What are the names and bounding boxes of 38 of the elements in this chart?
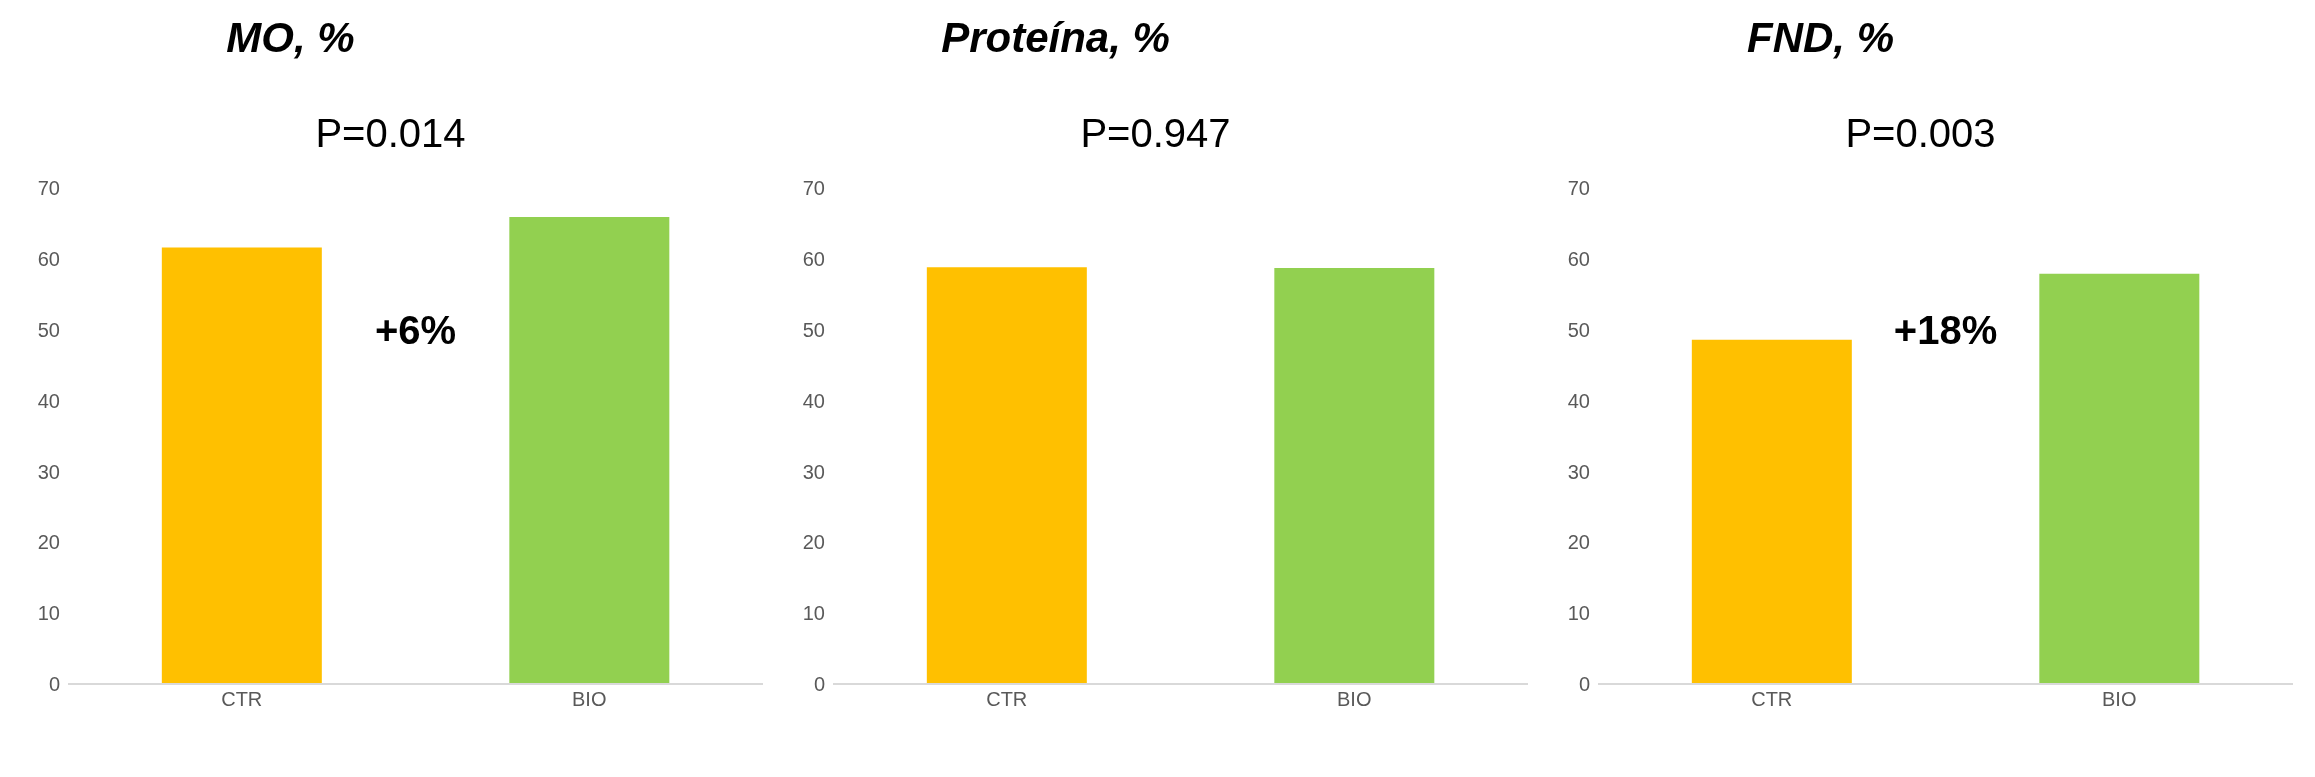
- y-tick-label: 20: [802, 531, 825, 554]
- x-tick-label: BIO: [2102, 688, 2137, 711]
- y-tick-label: 50: [802, 318, 825, 341]
- chart-subtitle: P=0.014: [314, 110, 467, 157]
- x-tick-label: CTR: [1751, 688, 1793, 711]
- y-tick-label: 10: [1567, 602, 1590, 625]
- y-tick-label: 40: [37, 389, 60, 412]
- y-tick-label: 0: [1578, 673, 1590, 696]
- y-tick-label: 40: [802, 389, 825, 412]
- y-tick-label: 20: [37, 531, 60, 554]
- chart-title: MO, %: [226, 14, 355, 61]
- y-tick-label: 20: [1567, 531, 1590, 554]
- annotation: +6%: [373, 308, 458, 353]
- y-tick-label: 30: [802, 460, 825, 483]
- y-tick-label: 70: [1567, 177, 1590, 200]
- chart-title: FND, %: [1747, 14, 1894, 61]
- chart-title: Proteína, %: [941, 14, 1170, 61]
- y-tick-label: 40: [1567, 389, 1590, 412]
- y-tick-label: 0: [813, 673, 825, 696]
- x-tick-label: BIO: [572, 688, 607, 711]
- y-tick-label: 60: [802, 247, 825, 270]
- y-tick-label: 10: [802, 602, 825, 625]
- y-tick-label: 30: [1567, 460, 1590, 483]
- y-tick-label: 10: [37, 602, 60, 625]
- y-tick-label: 50: [1567, 318, 1590, 341]
- chart-subtitle: P=0.003: [1844, 110, 1997, 157]
- x-tick-label: CTR: [221, 688, 263, 711]
- y-tick-label: 50: [37, 318, 60, 341]
- annotation: +18%: [1892, 308, 1999, 353]
- y-tick-label: 70: [802, 177, 825, 200]
- y-tick-label: 60: [1567, 247, 1590, 270]
- chart-subtitle: P=0.947: [1079, 110, 1232, 157]
- y-tick-label: 30: [37, 460, 60, 483]
- x-tick-label: CTR: [986, 688, 1028, 711]
- y-tick-label: 0: [48, 673, 60, 696]
- x-tick-label: BIO: [1337, 688, 1372, 711]
- y-tick-label: 60: [37, 247, 60, 270]
- y-tick-label: 70: [37, 177, 60, 200]
